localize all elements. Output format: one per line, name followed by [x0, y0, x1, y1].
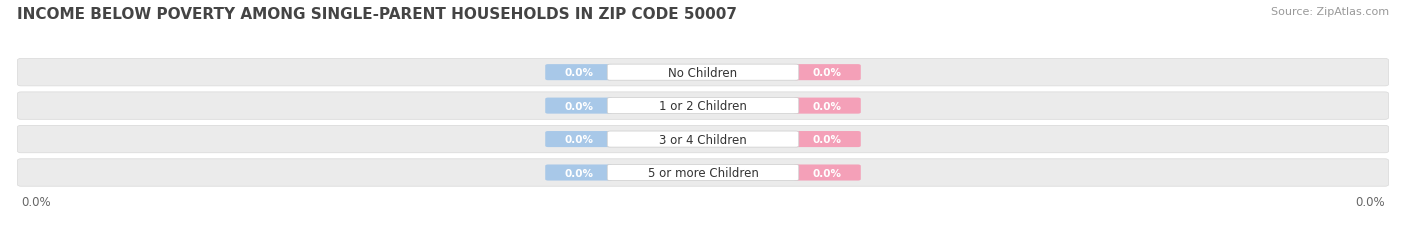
FancyBboxPatch shape [793, 165, 860, 181]
FancyBboxPatch shape [607, 65, 799, 81]
Text: 0.0%: 0.0% [1355, 195, 1385, 208]
Text: 3 or 4 Children: 3 or 4 Children [659, 133, 747, 146]
Text: 0.0%: 0.0% [564, 134, 593, 144]
Text: 0.0%: 0.0% [813, 134, 842, 144]
FancyBboxPatch shape [546, 165, 613, 181]
Text: 5 or more Children: 5 or more Children [648, 166, 758, 179]
Text: 0.0%: 0.0% [564, 168, 593, 178]
FancyBboxPatch shape [793, 65, 860, 81]
Text: 0.0%: 0.0% [813, 101, 842, 111]
Text: 0.0%: 0.0% [21, 195, 51, 208]
FancyBboxPatch shape [793, 98, 860, 114]
FancyBboxPatch shape [607, 131, 799, 147]
FancyBboxPatch shape [17, 159, 1389, 186]
FancyBboxPatch shape [17, 59, 1389, 86]
Text: INCOME BELOW POVERTY AMONG SINGLE-PARENT HOUSEHOLDS IN ZIP CODE 50007: INCOME BELOW POVERTY AMONG SINGLE-PARENT… [17, 7, 737, 22]
FancyBboxPatch shape [546, 131, 613, 147]
Text: 0.0%: 0.0% [564, 68, 593, 78]
Text: 0.0%: 0.0% [564, 101, 593, 111]
Text: Source: ZipAtlas.com: Source: ZipAtlas.com [1271, 7, 1389, 17]
Text: 0.0%: 0.0% [813, 68, 842, 78]
FancyBboxPatch shape [546, 98, 613, 114]
FancyBboxPatch shape [607, 98, 799, 114]
FancyBboxPatch shape [546, 65, 613, 81]
FancyBboxPatch shape [17, 126, 1389, 153]
Text: 1 or 2 Children: 1 or 2 Children [659, 100, 747, 113]
FancyBboxPatch shape [17, 92, 1389, 120]
FancyBboxPatch shape [793, 131, 860, 147]
Text: 0.0%: 0.0% [813, 168, 842, 178]
Text: No Children: No Children [668, 66, 738, 79]
FancyBboxPatch shape [607, 165, 799, 181]
